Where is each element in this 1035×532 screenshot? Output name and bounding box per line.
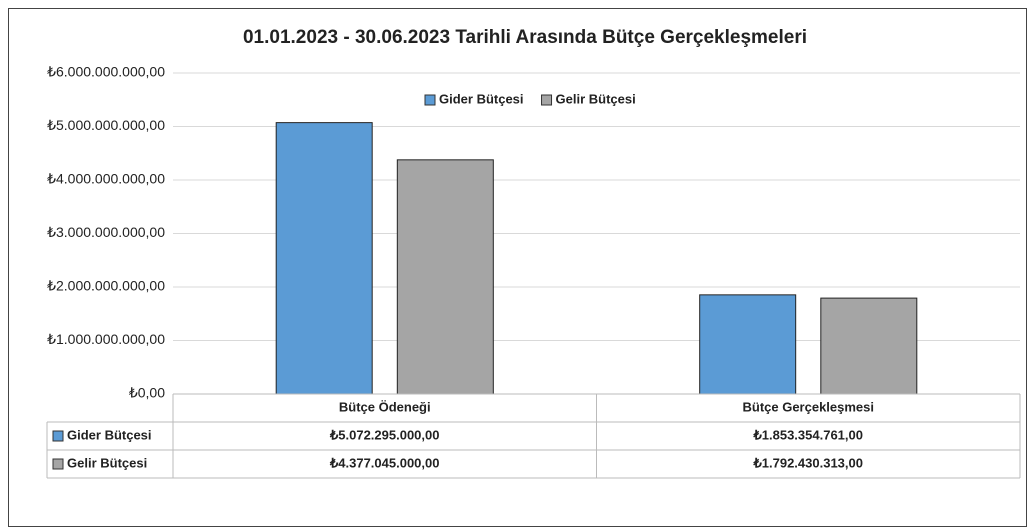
y-tick-label: ₺6.000.000.000,00: [47, 64, 165, 80]
legend-label: Gelir Bütçesi: [556, 91, 636, 106]
table-value: ₺4.377.045.000,00: [329, 455, 439, 470]
bar: [820, 297, 918, 395]
y-tick-label: ₺5.000.000.000,00: [47, 117, 165, 133]
table-swatch: [52, 430, 64, 442]
legend-swatch: [424, 94, 436, 106]
table-series-name: Gelir Bütçesi: [67, 455, 147, 470]
table-swatch: [52, 458, 64, 470]
table-value: ₺1.792.430.313,00: [753, 455, 863, 470]
bar: [275, 122, 373, 395]
y-tick-label: ₺1.000.000.000,00: [47, 331, 165, 347]
y-tick-label: ₺2.000.000.000,00: [47, 278, 165, 294]
table-value: ₺5.072.295.000,00: [329, 427, 439, 442]
table-value: ₺1.853.354.761,00: [753, 427, 863, 442]
chart-title: 01.01.2023 - 30.06.2023 Tarihli Arasında…: [243, 27, 807, 48]
y-tick-label: ₺0,00: [129, 385, 165, 401]
y-tick-label: ₺4.000.000.000,00: [47, 171, 165, 187]
bar: [699, 294, 797, 395]
table-series-name: Gider Bütçesi: [67, 427, 152, 442]
chart-frame: [8, 8, 1027, 527]
x-tick-label: Bütçe Ödeneği: [339, 399, 431, 414]
x-tick-label: Bütçe Gerçekleşmesi: [742, 399, 874, 414]
legend-swatch: [541, 94, 553, 106]
y-tick-label: ₺3.000.000.000,00: [47, 224, 165, 240]
bar: [396, 159, 494, 395]
legend-label: Gider Bütçesi: [439, 91, 524, 106]
